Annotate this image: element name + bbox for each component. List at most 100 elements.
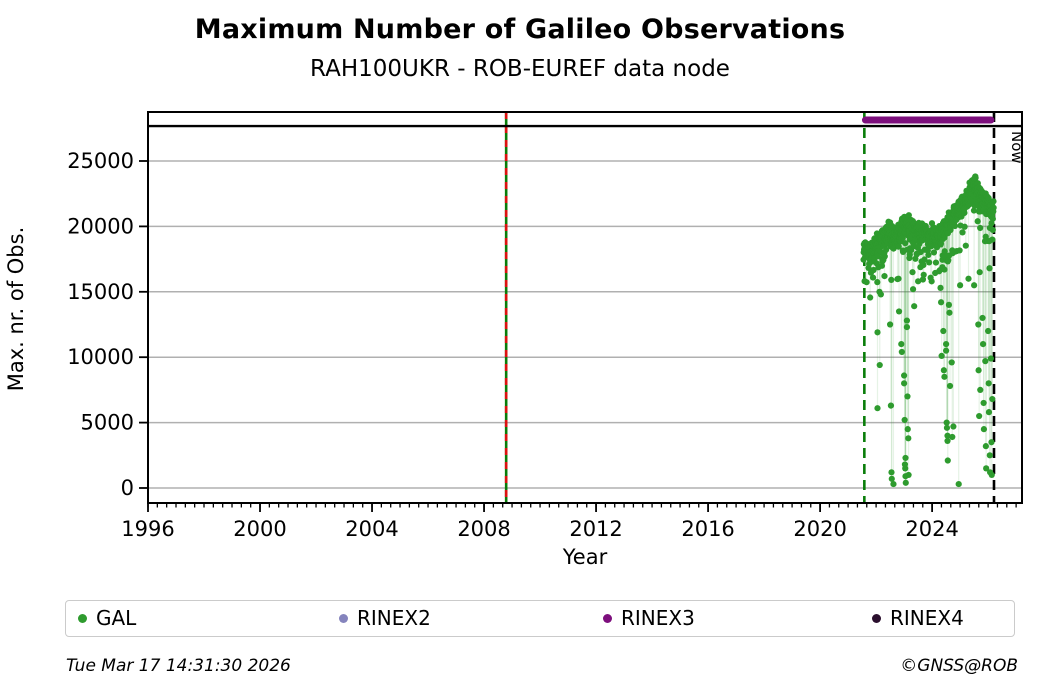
gal-outlier-point xyxy=(877,291,884,298)
legend-marker-gal xyxy=(78,613,87,623)
gal-point xyxy=(919,276,927,283)
y-tick-label: 10000 xyxy=(67,345,134,369)
gal-outlier-point xyxy=(975,321,982,328)
gal-outlier-point xyxy=(955,480,962,488)
gal-outlier-point xyxy=(903,317,911,324)
legend: GAL RINEX2 RINEX3 RINEX4 xyxy=(65,600,1015,637)
gal-outlier-point xyxy=(895,308,903,315)
plot-area: 1996 2000 2004 2008 2012 2016 2020 2024 0 5000 100… xyxy=(67,111,1026,541)
gal-point xyxy=(932,259,940,266)
gal-outlier-point xyxy=(976,412,983,420)
gal-outlier-point xyxy=(980,426,988,433)
gal-point xyxy=(970,207,978,214)
legend-label: RINEX4 xyxy=(890,606,964,630)
gal-point xyxy=(874,279,881,286)
gal-outlier-point xyxy=(911,303,918,310)
gal-outlier-point xyxy=(987,355,995,362)
chart-title: Maximum Number of Galileo Observations xyxy=(194,14,846,45)
gal-point xyxy=(881,253,888,260)
gal-outlier-point xyxy=(915,278,922,285)
gal-outlier-point xyxy=(980,399,987,407)
y-tick-label: 25000 xyxy=(67,149,134,173)
gal-outlier-point xyxy=(895,275,902,282)
gal-outlier-point xyxy=(975,367,982,374)
gal-outlier-point xyxy=(905,471,912,479)
gal-outlier-point xyxy=(909,286,917,293)
gal-point xyxy=(989,215,996,222)
gal-point xyxy=(990,198,997,205)
gal-outlier-point xyxy=(971,282,978,289)
legend-item-rinex2: RINEX2 xyxy=(339,601,431,635)
x-axis-label: Year xyxy=(562,545,608,569)
gal-outlier-point xyxy=(874,329,881,336)
gal-outlier-point xyxy=(904,393,911,400)
gal-outlier-point xyxy=(986,452,993,459)
gal-point xyxy=(926,259,933,266)
gal-outlier-point xyxy=(888,475,895,482)
legend-item-rinex4: RINEX4 xyxy=(872,601,964,635)
gal-outlier-point xyxy=(887,402,895,409)
x-tick-label: 2024 xyxy=(905,517,958,541)
gal-outlier-point xyxy=(946,309,953,316)
gal-outlier-point xyxy=(898,348,905,356)
gal-point xyxy=(974,218,981,225)
gal-outlier-point xyxy=(943,347,950,354)
gal-outlier-point xyxy=(957,282,964,289)
gal-outlier-point xyxy=(979,314,986,322)
gal-point xyxy=(945,257,952,264)
gal-outlier-point xyxy=(976,269,983,276)
gal-point xyxy=(895,243,902,250)
gal-outlier-point xyxy=(887,321,894,328)
gal-outlier-point xyxy=(901,372,908,379)
y-tick-label: 5000 xyxy=(81,411,134,435)
gal-outlier-point xyxy=(938,352,945,359)
gal-outlier-point xyxy=(909,269,916,276)
x-tick-label: 2000 xyxy=(233,517,286,541)
gal-outlier-point xyxy=(982,443,989,450)
gal-outlier-point xyxy=(988,471,995,479)
plot-frame xyxy=(147,111,1023,504)
gal-outlier-point xyxy=(902,454,909,462)
gal-outlier-point xyxy=(890,480,897,488)
legend-marker-rinex2 xyxy=(339,613,348,623)
gal-outlier-point xyxy=(965,275,972,282)
gal-outlier-point xyxy=(944,437,951,445)
gal-outlier-point xyxy=(982,358,989,365)
now-label: Now xyxy=(1008,131,1026,164)
gal-point xyxy=(905,212,912,219)
gal-outlier-point xyxy=(874,405,881,412)
gal-outlier-point xyxy=(943,341,950,348)
chart-subtitle: RAH100UKR - ROB-EUREF data node xyxy=(310,56,730,82)
y-tick-label: 15000 xyxy=(67,280,134,304)
gal-point xyxy=(959,229,966,236)
legend-marker-rinex4 xyxy=(872,613,881,623)
gal-outlier-point xyxy=(988,439,995,446)
x-tick-label: 2020 xyxy=(793,517,846,541)
gal-outlier-point xyxy=(977,386,984,393)
timestamp-text: Tue Mar 17 14:31:30 2026 xyxy=(66,656,291,676)
gal-outlier-point xyxy=(940,327,947,335)
gal-outlier-point xyxy=(903,324,911,331)
legend-label: RINEX2 xyxy=(357,606,431,630)
gal-point xyxy=(989,226,996,234)
gal-outlier-point xyxy=(901,416,908,424)
legend-label: RINEX3 xyxy=(621,606,695,630)
gal-outlier-point xyxy=(946,382,954,390)
credit-text: ©GNSS@ROB xyxy=(900,656,1018,676)
gal-point xyxy=(888,276,895,283)
gal-point xyxy=(990,204,997,211)
gal-point xyxy=(869,274,877,281)
gal-outlier-point xyxy=(985,409,993,416)
gal-outlier-point xyxy=(881,273,888,280)
gal-point xyxy=(921,256,928,263)
gal-outlier-point xyxy=(979,341,987,348)
x-tick-label: 2004 xyxy=(345,517,398,541)
gal-outlier-point xyxy=(937,284,944,291)
gal-point xyxy=(878,262,886,269)
gal-point xyxy=(930,249,938,256)
gal-outlier-point xyxy=(901,380,908,387)
gal-outlier-point xyxy=(941,373,948,380)
gal-outlier-point xyxy=(898,341,905,348)
x-tick-label: 1996 xyxy=(121,517,174,541)
